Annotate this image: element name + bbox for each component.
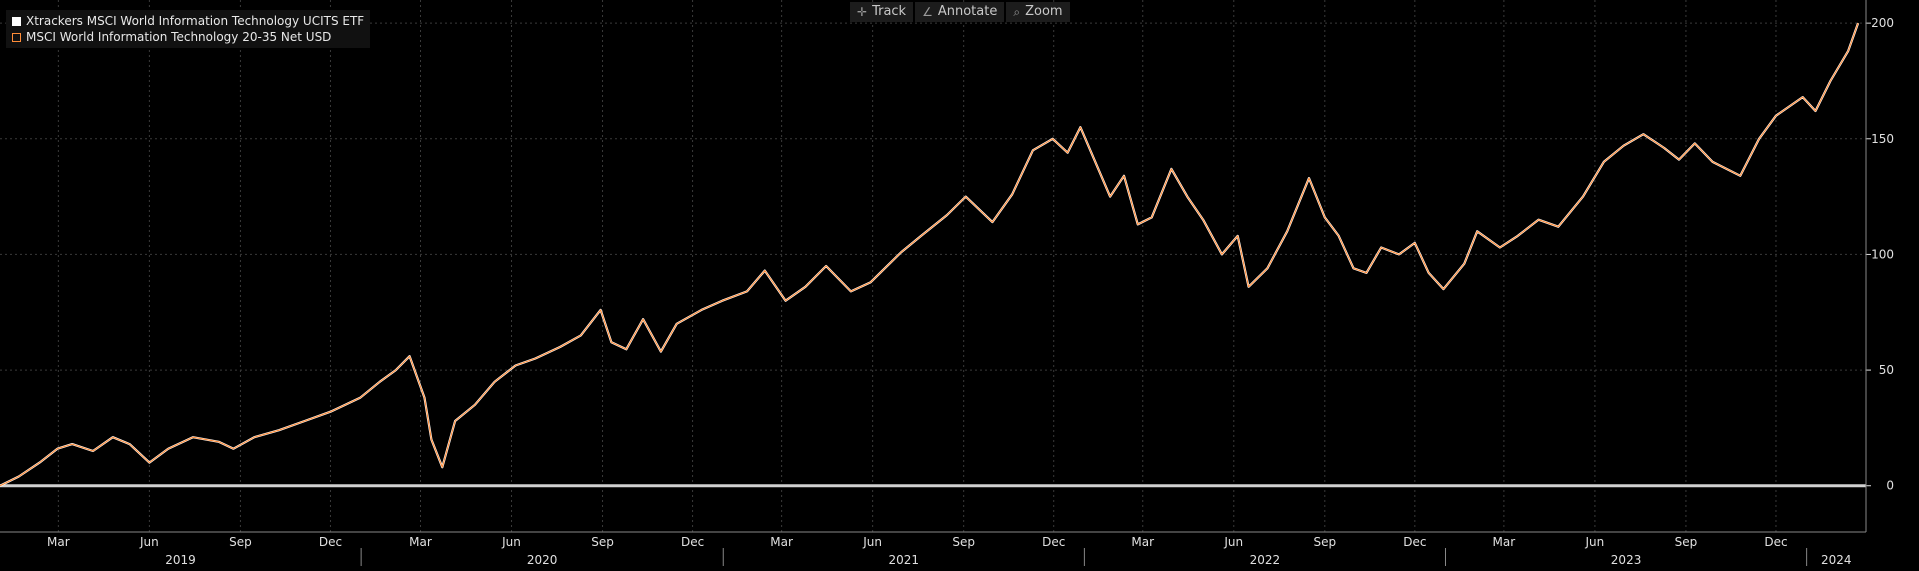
chart-toolbar: ✛ Track ∠ Annotate ⌕ Zoom	[850, 2, 1070, 22]
y-tick-label: 100	[1871, 247, 1894, 261]
month-tick-label: Jun	[139, 535, 159, 549]
y-tick-label: 150	[1871, 132, 1894, 146]
year-label: 2020	[527, 553, 558, 567]
y-tick-label: 0	[1886, 479, 1894, 493]
legend-label-index: MSCI World Information Technology 20-35 …	[26, 30, 332, 44]
year-label: 2022	[1250, 553, 1281, 567]
chart-legend: Xtrackers MSCI World Information Technol…	[6, 10, 371, 48]
month-tick-label: Mar	[409, 535, 432, 549]
month-tick-label: Dec	[1403, 535, 1426, 549]
year-label: 2024	[1821, 553, 1852, 567]
series-line-index	[0, 22, 1859, 487]
zoom-button[interactable]: ⌕ Zoom	[1006, 2, 1070, 22]
month-tick-label: Jun	[1585, 535, 1605, 549]
month-tick-label: Sep	[229, 535, 252, 549]
year-label: 2021	[889, 553, 920, 567]
y-tick-label: 200	[1871, 16, 1894, 30]
annotate-button[interactable]: ∠ Annotate	[915, 2, 1005, 22]
track-label: Track	[872, 4, 907, 19]
month-tick-label: Sep	[1675, 535, 1698, 549]
crosshair-icon: ✛	[857, 5, 868, 19]
legend-swatch-etf	[12, 16, 21, 26]
legend-label-etf: Xtrackers MSCI World Information Technol…	[26, 14, 365, 28]
annotate-label: Annotate	[937, 4, 998, 19]
month-tick-label: Sep	[952, 535, 975, 549]
month-tick-label: Dec	[1042, 535, 1065, 549]
month-tick-label: Dec	[681, 535, 704, 549]
legend-item-etf[interactable]: Xtrackers MSCI World Information Technol…	[12, 13, 364, 29]
month-tick-label: Jun	[501, 535, 521, 549]
legend-item-index[interactable]: MSCI World Information Technology 20-35 …	[12, 29, 364, 45]
magnifier-icon: ⌕	[1013, 5, 1021, 19]
month-tick-label: Mar	[1493, 535, 1516, 549]
month-tick-label: Dec	[319, 535, 342, 549]
month-tick-label: Mar	[770, 535, 793, 549]
y-tick-label: 50	[1879, 363, 1894, 377]
month-tick-label: Dec	[1764, 535, 1787, 549]
pencil-icon: ∠	[922, 5, 933, 19]
year-label: 2023	[1611, 553, 1642, 567]
month-tick-label: Sep	[1313, 535, 1336, 549]
month-tick-label: Mar	[1131, 535, 1154, 549]
year-label: 2019	[165, 553, 196, 567]
month-tick-label: Jun	[862, 535, 882, 549]
series-layer[interactable]	[0, 22, 1860, 487]
zoom-label: Zoom	[1025, 4, 1063, 19]
month-tick-label: Jun	[1223, 535, 1243, 549]
month-tick-label: Sep	[591, 535, 614, 549]
legend-swatch-index	[12, 32, 21, 42]
track-button[interactable]: ✛ Track	[850, 2, 914, 22]
month-tick-label: Mar	[47, 535, 70, 549]
